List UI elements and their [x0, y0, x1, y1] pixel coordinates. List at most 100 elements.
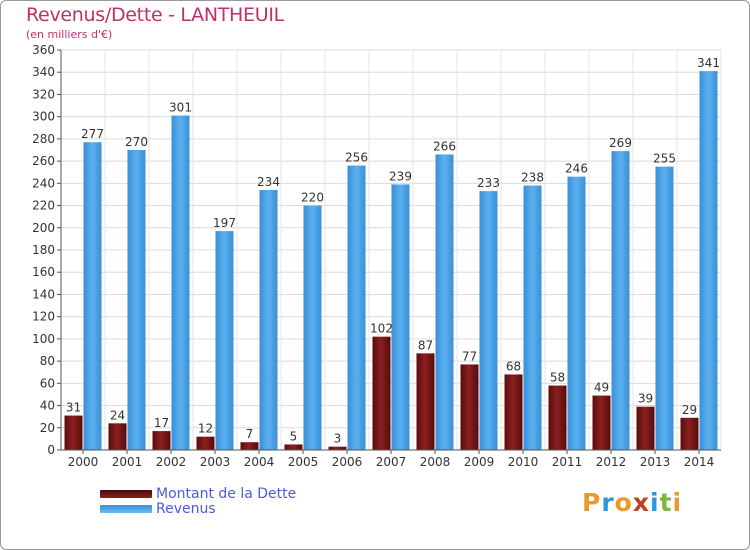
bar-revenus-2000: [83, 142, 102, 450]
data-label-revenus-2011: 246: [565, 162, 588, 176]
logo-letter: t: [659, 488, 673, 517]
y-tick-label: 260: [32, 154, 55, 168]
legend-swatch-debt: [100, 489, 152, 498]
bar-revenus-2005: [303, 205, 322, 450]
bar-dette-2000: [64, 415, 83, 450]
x-tick-label-2007: 2007: [376, 455, 407, 469]
legend-item-debt: Montant de la Dette: [100, 485, 297, 502]
bar-dette-2004: [240, 442, 259, 450]
bar-revenus-2014: [699, 71, 718, 450]
data-label-revenus-2012: 269: [609, 136, 632, 150]
y-tick-label: 140: [32, 287, 55, 301]
y-tick-label: 160: [32, 265, 55, 279]
y-tick-label: 60: [40, 376, 55, 390]
bar-revenus-2009: [479, 191, 498, 450]
data-label-dette-2002: 17: [154, 416, 169, 430]
data-label-dette-2000: 31: [66, 401, 81, 415]
bar-revenus-2010: [523, 185, 542, 451]
x-tick-label-2009: 2009: [464, 455, 495, 469]
bar-dette-2005: [284, 444, 303, 450]
data-label-dette-2010: 68: [506, 359, 521, 373]
data-label-dette-2011: 58: [550, 371, 565, 385]
y-tick-label: 320: [32, 87, 55, 101]
data-label-revenus-2005: 220: [301, 191, 324, 205]
bar-revenus-2001: [127, 150, 146, 450]
y-tick-label: 340: [32, 65, 55, 79]
x-tick-label-2014: 2014: [684, 455, 715, 469]
bar-revenus-2013: [655, 166, 674, 450]
legend-label-debt: Montant de la Dette: [156, 485, 297, 502]
logo-letter: i: [650, 488, 660, 517]
x-tick-label-2005: 2005: [288, 455, 319, 469]
bar-revenus-2007: [391, 184, 410, 450]
data-label-dette-2009: 77: [462, 349, 477, 363]
logo-letter: i: [672, 488, 683, 517]
proxiti-logo: Proxiti: [582, 488, 682, 517]
y-tick-label: 280: [32, 132, 55, 146]
x-tick-label-2006: 2006: [332, 455, 363, 469]
logo-letter: x: [632, 488, 650, 517]
bar-dette-2008: [416, 353, 435, 450]
x-tick-label-2004: 2004: [244, 455, 275, 469]
data-label-dette-2013: 39: [638, 392, 653, 406]
logo-letter: P: [582, 488, 602, 517]
bar-dette-2010: [504, 374, 523, 450]
bar-dette-2013: [636, 406, 655, 450]
legend-item-revenus: Revenus: [100, 500, 296, 517]
x-tick-label-2008: 2008: [420, 455, 451, 469]
chart-legend: Montant de la Dette Revenus: [100, 485, 297, 517]
data-label-revenus-2009: 233: [477, 176, 500, 190]
bar-dette-2012: [592, 395, 611, 450]
bar-revenus-2006: [347, 165, 366, 451]
x-tick-label-2003: 2003: [200, 455, 231, 469]
y-tick-label: 40: [40, 399, 55, 413]
data-label-dette-2001: 24: [110, 408, 125, 422]
data-label-revenus-2004: 234: [257, 175, 280, 189]
data-label-dette-2014: 29: [682, 403, 697, 417]
x-tick-label-2011: 2011: [552, 455, 583, 469]
data-label-dette-2003: 12: [198, 422, 213, 436]
data-label-revenus-2001: 270: [125, 135, 148, 149]
bar-dette-2007: [372, 336, 391, 450]
data-label-revenus-2006: 256: [345, 151, 368, 165]
bar-dette-2002: [152, 431, 171, 450]
y-tick-label: 220: [32, 199, 55, 213]
bar-revenus-2012: [611, 151, 630, 450]
y-tick-label: 120: [32, 310, 55, 324]
data-label-revenus-2000: 277: [81, 127, 104, 141]
bar-revenus-2002: [171, 115, 190, 451]
y-tick-label: 20: [40, 421, 55, 435]
bar-dette-2001: [108, 423, 127, 450]
data-label-revenus-2008: 266: [433, 139, 456, 153]
x-tick-label-2010: 2010: [508, 455, 539, 469]
data-label-dette-2007: 102: [370, 322, 393, 336]
data-label-revenus-2013: 255: [653, 152, 676, 166]
bar-revenus-2011: [567, 176, 586, 450]
bar-revenus-2004: [259, 190, 278, 450]
data-label-dette-2004: 7: [246, 427, 254, 441]
y-tick-label: 100: [32, 332, 55, 346]
bar-dette-2011: [548, 385, 567, 450]
data-label-revenus-2003: 197: [213, 216, 236, 230]
x-tick-label-2001: 2001: [112, 455, 143, 469]
y-tick-label: 240: [32, 176, 55, 190]
y-tick-label: 80: [40, 354, 55, 368]
bar-dette-2014: [680, 417, 699, 450]
bar-dette-2006: [328, 446, 347, 450]
legend-label-revenus: Revenus: [156, 500, 216, 517]
y-tick-label: 360: [32, 43, 55, 57]
y-tick-label: 0: [47, 443, 55, 457]
x-tick-label-2012: 2012: [596, 455, 627, 469]
bar-dette-2003: [196, 436, 215, 450]
chart-subtitle: (en milliers d'€): [26, 28, 113, 41]
x-tick-label-2002: 2002: [156, 455, 187, 469]
data-label-revenus-2010: 238: [521, 171, 544, 185]
data-label-dette-2008: 87: [418, 338, 433, 352]
data-label-revenus-2007: 239: [389, 169, 412, 183]
y-tick-label: 200: [32, 221, 55, 235]
data-label-dette-2005: 5: [290, 429, 298, 443]
data-label-revenus-2014: 341: [697, 56, 720, 70]
data-label-revenus-2002: 301: [169, 101, 192, 115]
logo-letter: o: [614, 488, 633, 517]
